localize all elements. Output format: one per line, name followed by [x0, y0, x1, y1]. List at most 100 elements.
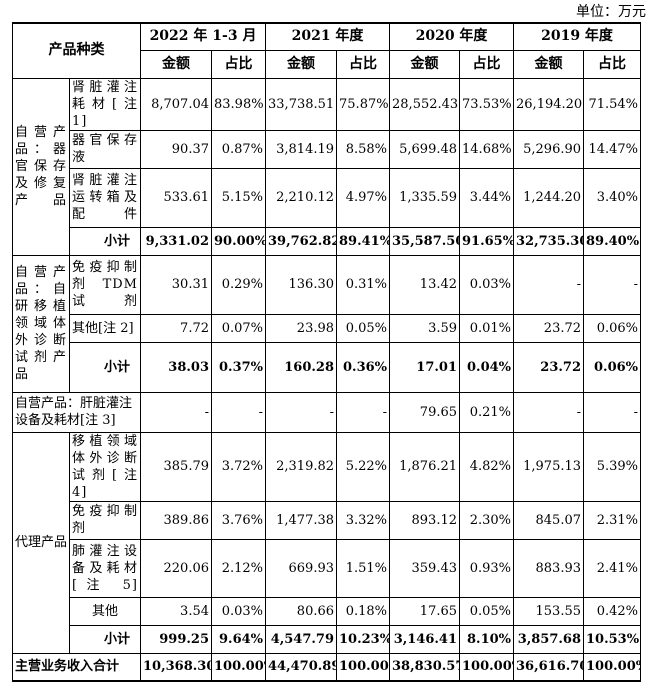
header-period: 2021 年度 — [265, 22, 391, 51]
cell: 1,477.38 — [265, 500, 338, 540]
cell: 38,830.57 — [389, 652, 461, 682]
cell: 75.87% — [336, 77, 391, 131]
cell: 2.12% — [210, 538, 267, 598]
cell: 32,735.30 — [513, 226, 585, 256]
cell: 10,368.30 — [140, 652, 212, 682]
cell: - — [210, 391, 267, 433]
cell: 3.40% — [583, 167, 642, 228]
cell: 5,699.48 — [389, 129, 461, 169]
cell: 10.53% — [583, 624, 642, 654]
cell: - — [336, 391, 391, 433]
cell: 8,707.04 — [140, 77, 212, 131]
cell: - — [513, 254, 585, 315]
unit-label: 单位：万元 — [576, 4, 646, 20]
row-name: 肾脏灌注耗材[注 1] — [69, 77, 141, 131]
cell: 30.31 — [140, 254, 212, 315]
subtotal-label: 小计 — [69, 624, 141, 654]
cell: 8.58% — [336, 129, 391, 169]
cell: 1,335.59 — [389, 167, 461, 228]
cell: 100.00% — [583, 652, 642, 682]
group-label: 自营产品：器官保存及修复产品 — [12, 77, 70, 256]
cell: 14.47% — [583, 129, 642, 169]
cell: 0.06% — [583, 313, 642, 343]
cell: 91.65% — [459, 226, 515, 256]
cell: 3.32% — [336, 500, 391, 540]
cell: 26,194.20 — [513, 77, 585, 131]
cell: 23.98 — [265, 313, 338, 343]
cell: - — [265, 391, 338, 433]
cell: 33,738.51 — [265, 77, 338, 131]
row-name: 其他[注 2] — [69, 313, 141, 343]
cell: 385.79 — [140, 431, 212, 502]
cell: 100.00% — [210, 652, 267, 682]
cell: 100.00% — [459, 652, 515, 682]
row-name: 其他 — [69, 596, 141, 626]
cell: 883.93 — [513, 538, 585, 598]
cell: 23.72 — [513, 341, 585, 393]
cell: 0.93% — [459, 538, 515, 598]
cell: 8.10% — [459, 624, 515, 654]
cell: 4.97% — [336, 167, 391, 228]
cell: 2,319.82 — [265, 431, 338, 502]
cell: 0.29% — [210, 254, 267, 315]
row-name: 肾脏灌注运转箱及配件 — [69, 167, 141, 228]
cell: 3.76% — [210, 500, 267, 540]
cell: 136.30 — [265, 254, 338, 315]
cell: 38.03 — [140, 341, 212, 393]
cell: 0.31% — [336, 254, 391, 315]
header-period: 2022 年 1-3 月 — [139, 22, 267, 51]
cell: 0.06% — [583, 341, 642, 393]
cell: 83.98% — [210, 77, 267, 131]
cell: 2,210.12 — [265, 167, 338, 228]
cell: 71.54% — [583, 77, 642, 131]
cell: 17.01 — [389, 341, 461, 393]
cell: 0.03% — [459, 254, 515, 315]
cell: 14.68% — [459, 129, 515, 169]
cell: - — [140, 391, 212, 433]
cell: 3.44% — [459, 167, 515, 228]
cell: 0.01% — [459, 313, 515, 343]
header-ratio: 占比 — [210, 49, 267, 79]
cell: 893.12 — [389, 500, 461, 540]
cell: 89.41% — [336, 226, 391, 256]
cell: 80.66 — [265, 596, 338, 626]
header-amount: 金额 — [140, 49, 212, 79]
cell: 3,146.41 — [389, 624, 461, 654]
header-ratio: 占比 — [459, 49, 515, 79]
header-amount: 金额 — [389, 49, 461, 79]
row-name: 器官保存液 — [69, 129, 141, 169]
cell: 4.82% — [459, 431, 515, 502]
row-name: 移植领域体外诊断试剂[注 4] — [69, 431, 141, 502]
cell: 0.18% — [336, 596, 391, 626]
cell: 0.03% — [210, 596, 267, 626]
header-ratio: 占比 — [336, 49, 391, 79]
cell: 0.37% — [210, 341, 267, 393]
cell: 533.61 — [140, 167, 212, 228]
cell: 9,331.02 — [140, 226, 212, 256]
group-label: 代理产品 — [12, 431, 70, 654]
cell: 3.72% — [210, 431, 267, 502]
cell: 100.00% — [336, 652, 391, 682]
cell: 17.65 — [389, 596, 461, 626]
cell: 220.06 — [140, 538, 212, 598]
cell: 160.28 — [265, 341, 338, 393]
cell: 999.25 — [140, 624, 212, 654]
cell: 1,975.13 — [513, 431, 585, 502]
cell: 36,616.70 — [513, 652, 585, 682]
cell: 389.86 — [140, 500, 212, 540]
cell: - — [583, 391, 642, 433]
row-name: 肺灌注设备及耗材[注 5] — [69, 538, 141, 598]
header-amount: 金额 — [265, 49, 338, 79]
grand-total-label: 主营业务收入合计 — [12, 652, 141, 682]
header-period: 2020 年度 — [389, 22, 515, 51]
revenue-table: 产品种类 2022 年 1-3 月 2021 年度 2020 年度 2019 年… — [12, 22, 642, 682]
cell: 3.54 — [140, 596, 212, 626]
cell: 1,244.20 — [513, 167, 585, 228]
cell: 1,876.21 — [389, 431, 461, 502]
cell: 89.40% — [583, 226, 642, 256]
cell: 0.05% — [336, 313, 391, 343]
cell: 5.15% — [210, 167, 267, 228]
cell: 39,762.82 — [265, 226, 338, 256]
cell: 0.42% — [583, 596, 642, 626]
cell: 7.72 — [140, 313, 212, 343]
